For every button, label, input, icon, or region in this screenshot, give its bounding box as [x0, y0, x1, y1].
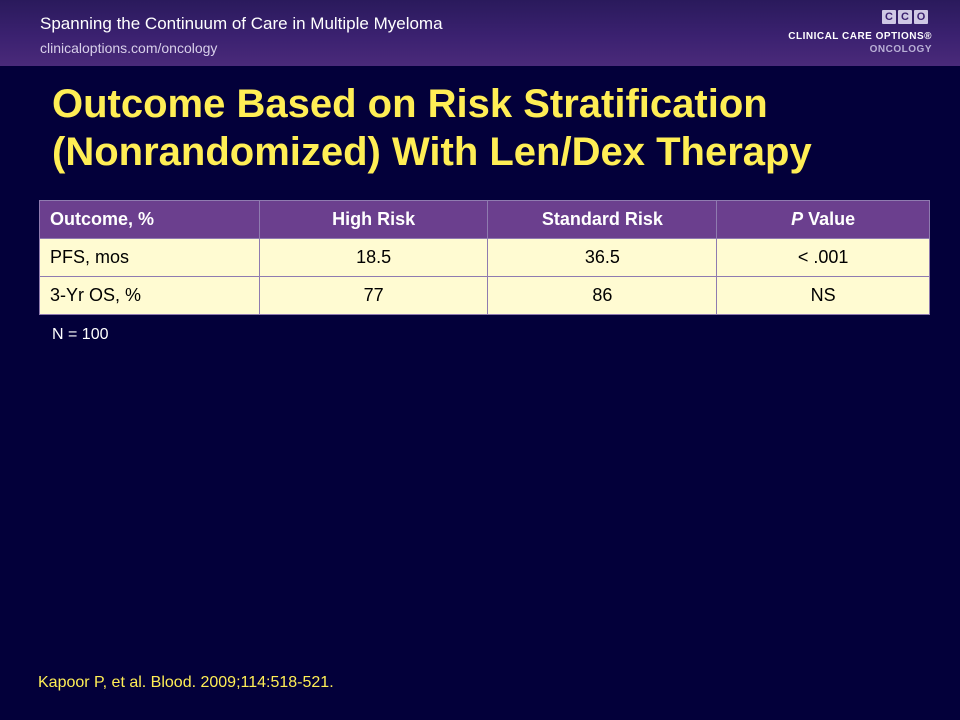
table-header-row: Outcome, % High Risk Standard Risk P Val… — [39, 200, 930, 239]
table-cell-standard-risk: 86 — [487, 276, 718, 315]
header-p-value: P Value — [716, 200, 930, 239]
outcome-table: Outcome, % High Risk Standard Risk P Val… — [39, 200, 930, 315]
logo-brand: CLINICAL CARE OPTIONS® — [788, 31, 932, 42]
header-p-letter: P — [791, 209, 804, 229]
table-cell-p-value: < .001 — [716, 238, 930, 277]
table-cell-high-risk: 77 — [258, 276, 489, 315]
slide-title-line-1: Outcome Based on Risk Stratification — [52, 82, 768, 126]
logo-subtitle: ONCOLOGY — [869, 44, 932, 55]
table-cell-high-risk: 18.5 — [258, 238, 489, 277]
logo-letter: C — [882, 10, 896, 24]
table-cell-p-value: NS — [716, 276, 930, 315]
sample-size-note: N = 100 — [52, 326, 109, 343]
table-cell-standard-risk: 36.5 — [487, 238, 718, 277]
logo-letter: C — [898, 10, 912, 24]
header-outcome: Outcome, % — [39, 200, 260, 239]
header-high-risk: High Risk — [258, 200, 489, 239]
slide-title-line-2: (Nonrandomized) With Len/Dex Therapy — [52, 130, 812, 174]
logo-letters: C C O — [882, 10, 928, 24]
header-standard-risk: Standard Risk — [487, 200, 718, 239]
table-cell-outcome: PFS, mos — [39, 238, 260, 277]
table-row: 3-Yr OS, % 77 86 NS — [39, 276, 930, 315]
logo-letter: O — [914, 10, 928, 24]
slide-title: Outcome Based on Risk Stratification (No… — [52, 80, 932, 176]
citation: Kapoor P, et al. Blood. 2009;114:518-521… — [38, 674, 334, 691]
table-row: PFS, mos 18.5 36.5 < .001 — [39, 238, 930, 277]
clinical-care-options-logo: C C O CLINICAL CARE OPTIONS® ONCOLOGY — [782, 10, 932, 60]
header-p-suffix: Value — [803, 209, 856, 229]
site-url[interactable]: clinicaloptions.com/oncology — [40, 40, 218, 56]
course-title: Spanning the Continuum of Care in Multip… — [40, 14, 443, 33]
header-bar: Spanning the Continuum of Care in Multip… — [0, 0, 960, 66]
table-cell-outcome: 3-Yr OS, % — [39, 276, 260, 315]
